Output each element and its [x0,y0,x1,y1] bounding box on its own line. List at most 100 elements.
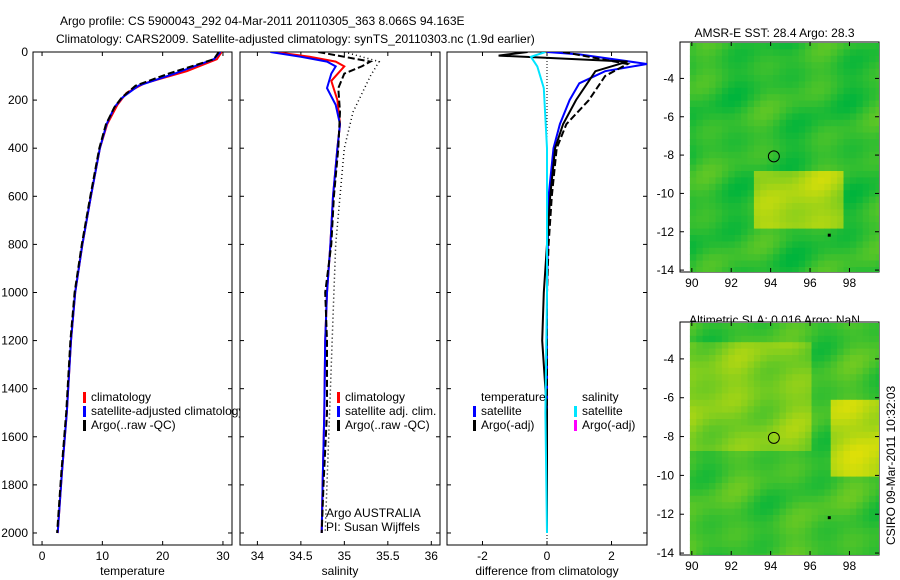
map-cell [811,228,819,236]
map-cell [734,329,742,337]
map-cell [779,190,787,198]
map-cell [875,534,879,542]
map-cell [741,527,748,535]
map-cell [792,62,800,70]
map-cell [760,62,768,70]
map-cell [830,139,838,146]
map-cell [830,228,838,236]
map-cell [817,406,825,414]
map-cell [830,190,838,198]
map-cell [773,151,780,159]
panel-frame [239,51,441,546]
map-cell [811,183,819,191]
map-cell [760,412,768,420]
map-cell [753,68,761,76]
map-cell [696,406,704,414]
map-cell [766,164,774,172]
map-cell [811,139,819,146]
map-cell [702,489,710,497]
map-cell [875,444,879,452]
map-cell [741,75,748,82]
map-cell [805,190,812,198]
map-cell [779,399,787,407]
map-cell [715,387,723,394]
map-cell [843,348,851,356]
map-cell [798,126,806,134]
map-cell [696,457,704,465]
map-cell [753,183,761,191]
map-cell [689,196,697,204]
map-cell [830,323,838,330]
map-cell [709,49,716,57]
map-cell [747,406,755,414]
map-cell [766,329,774,337]
map-cell [760,94,768,102]
map-cell [689,406,697,414]
map-cell [773,113,780,121]
map-cell [805,521,812,529]
map-cell [843,412,851,420]
map-cell [798,113,806,121]
map-cell [869,361,876,369]
map-cell [689,476,697,484]
map-cell [773,483,780,490]
map-cell [715,62,723,70]
map-cell [805,196,812,204]
map-cell [715,476,723,484]
map-cell [747,158,755,166]
map-cell [760,145,768,153]
map-cell [779,267,787,272]
map-cell [702,399,710,407]
map-cell [766,119,774,127]
map-cell [747,457,755,465]
map-cell [721,387,729,394]
map-cell [830,329,838,337]
map-cell [862,342,870,350]
map-cell [817,483,825,490]
map-cell [824,203,832,210]
map-cell [696,335,704,343]
map-cell [741,374,748,382]
map-cell [760,348,768,356]
map-cell [715,75,723,82]
map-cell [689,438,697,446]
map-cell [805,203,812,210]
map-cell [734,94,742,102]
map-cell [747,489,755,497]
map-cell [837,49,844,57]
map-cell [702,126,710,134]
map-cell [779,235,787,242]
map-cell [785,444,793,452]
map-cell [869,489,876,497]
map-cell [843,451,851,458]
map-cell [830,374,838,382]
map-cell [811,323,819,330]
map-cell [753,151,761,159]
map-cell [862,222,870,230]
map-cell [830,215,838,223]
map-cell [862,329,870,337]
map-cell [785,355,793,362]
map-cell [843,107,851,114]
map-cell [792,335,800,343]
map-cell [753,374,761,382]
map-cell [875,139,879,146]
map-cell [862,100,870,108]
map-cell [798,107,806,114]
map-cell [702,380,710,388]
map-cell [766,260,774,268]
map-cell [709,119,716,127]
map-cell [830,387,838,394]
legend-swatch [337,420,340,431]
map-cell [753,254,761,262]
map-cell [689,247,697,255]
series-line-temperature-argo [498,52,628,533]
map-cell [817,489,825,497]
map-cell [862,387,870,394]
map-cell [709,348,716,356]
map-cell [805,113,812,121]
map-cell [862,438,870,446]
map-cell [689,68,697,76]
map-cell [805,355,812,362]
map-cell [817,119,825,127]
